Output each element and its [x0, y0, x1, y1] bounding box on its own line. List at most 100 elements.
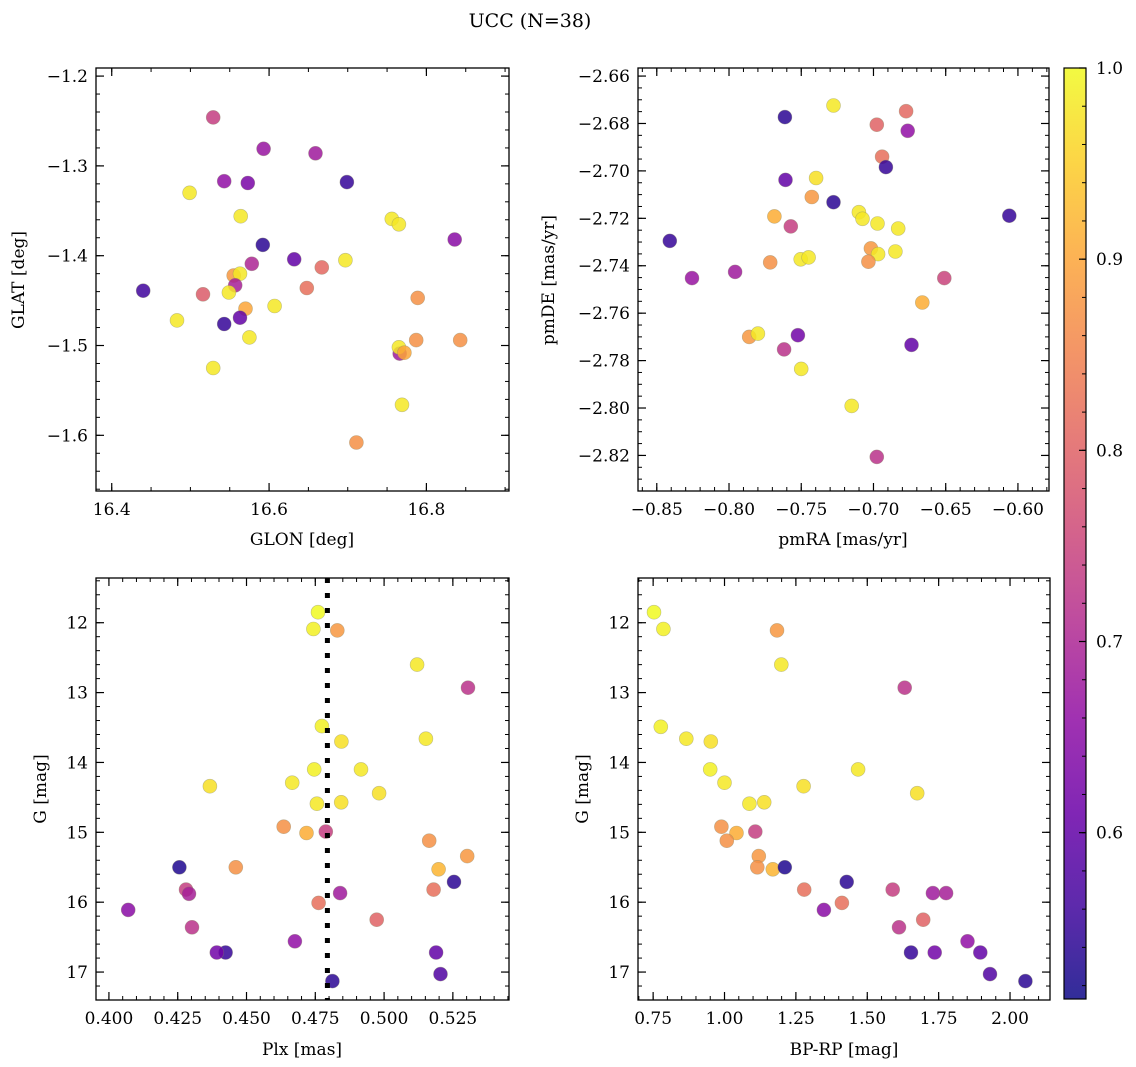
scatter-point: [915, 912, 931, 928]
colorbar-tick-label: 1.0: [1096, 59, 1123, 79]
x-tick-label: 0.75: [634, 1009, 672, 1029]
scatter-point: [982, 966, 998, 982]
scatter-point: [826, 98, 841, 113]
scatter-point: [662, 233, 678, 249]
scatter-point: [256, 141, 271, 157]
x-tick-label: −0.75: [775, 500, 827, 520]
x-tick-label: 1.25: [777, 1009, 815, 1029]
scatter-point: [421, 833, 437, 849]
scatter-point: [703, 734, 719, 749]
scatter-point: [120, 902, 136, 918]
scatter-point: [431, 861, 446, 877]
scatter-point: [938, 885, 954, 901]
scatter-point: [205, 360, 221, 376]
colorbar-tick-label: 0.9: [1096, 250, 1123, 270]
scatter-point: [216, 173, 232, 189]
scatter-point: [309, 796, 325, 812]
y-tick-label: 16: [608, 893, 630, 913]
scatter-point: [684, 270, 700, 286]
scatter-point: [653, 719, 669, 735]
scatter-point: [972, 945, 988, 960]
scatter-point: [306, 762, 322, 777]
scatter-point: [927, 945, 943, 960]
scatter-point: [776, 342, 792, 357]
scatter-point: [769, 623, 785, 638]
x-tick-label: 0.425: [153, 1009, 202, 1029]
scatter-point: [426, 882, 441, 897]
y-axis-label: G [mag]: [31, 754, 51, 823]
y-tick-label: 17: [608, 963, 630, 983]
scatter-point: [765, 861, 781, 877]
y-tick-label: 13: [608, 684, 630, 704]
scatter-point: [299, 280, 315, 296]
scatter-point: [777, 859, 793, 875]
y-tick-label: −2.74: [578, 257, 630, 277]
x-tick-label: −0.60: [992, 500, 1044, 520]
x-axis-label: GLON [deg]: [250, 530, 354, 550]
scatter-point: [329, 623, 345, 638]
panel-pmra-pmde: pmRA [mas/yr] pmDE [mas/yr] −0.85 −0.80 −0…: [539, 67, 1050, 550]
scatter-point: [904, 337, 919, 353]
scatter-point: [284, 775, 300, 791]
scatter-point: [371, 785, 387, 801]
scatter-point: [925, 885, 941, 901]
scatter-point: [306, 621, 321, 637]
y-tick-label: 16: [66, 893, 88, 913]
x-tick-label: 1.75: [920, 1009, 958, 1029]
scatter-point: [397, 345, 412, 361]
scatter-point: [936, 270, 952, 286]
scatter-point: [244, 256, 260, 272]
scatter-point: [804, 189, 820, 205]
scatter-point: [767, 209, 782, 224]
y-tick-label: −1.4: [47, 247, 88, 267]
scatter-point: [428, 945, 444, 960]
scatter-point: [793, 361, 809, 377]
scatter-point: [742, 796, 757, 812]
scatter-point: [369, 912, 385, 928]
scatter-point: [459, 848, 475, 864]
axes-frame: [95, 577, 510, 1001]
scatter-point: [777, 109, 793, 125]
scatter-point: [209, 945, 225, 960]
scatter-point: [869, 117, 885, 132]
scatter-point: [678, 731, 694, 747]
scatter-point: [433, 966, 448, 982]
x-tick-label: −0.70: [847, 500, 899, 520]
scatter-point: [409, 657, 425, 672]
y-tick-label: 14: [66, 753, 88, 773]
panel-bprp-g: BP-RP [mag] G [mag] 0.75 1.00 1.25 1.50 1.75…: [573, 577, 1051, 1060]
x-tick-label: 16.4: [93, 500, 131, 520]
y-tick-label: −2.72: [578, 209, 630, 229]
scatter-point: [747, 824, 763, 839]
scatter-points: [135, 110, 468, 450]
scatter-point: [255, 237, 271, 253]
y-axis-label: GLAT [deg]: [9, 231, 29, 329]
scatter-point: [460, 680, 476, 696]
scatter-point: [778, 172, 793, 188]
scatter-point: [714, 819, 729, 835]
scatter-point: [869, 449, 885, 465]
axes-frame: [637, 577, 1051, 1001]
x-tick-label: 1.00: [706, 1009, 744, 1029]
scatter-point: [960, 933, 975, 949]
scatter-point: [826, 194, 841, 210]
scatter-point: [914, 295, 930, 310]
scatter-point: [181, 886, 197, 902]
y-tick-label: 12: [608, 614, 630, 634]
scatter-point: [195, 286, 211, 302]
scatter-point: [749, 859, 765, 875]
scatter-point: [287, 933, 303, 949]
scatter-point: [870, 246, 886, 262]
scatter-point: [184, 919, 200, 935]
colorbar-gradient: [1063, 67, 1087, 1000]
scatter-point: [286, 251, 302, 267]
y-tick-label: −2.82: [578, 446, 630, 466]
panel-glon-glat: GLON [deg] GLAT [deg] 16.4 16.6 16.8 −1.6 −1…: [9, 67, 510, 550]
scatter-point: [897, 680, 913, 696]
colorbar-tick-label: 0.6: [1096, 824, 1123, 844]
y-tick-label: 12: [66, 614, 88, 634]
axes-frame: [95, 67, 510, 492]
colorbar-tick-label: 0.7: [1096, 633, 1123, 653]
scatter-point: [308, 146, 323, 161]
